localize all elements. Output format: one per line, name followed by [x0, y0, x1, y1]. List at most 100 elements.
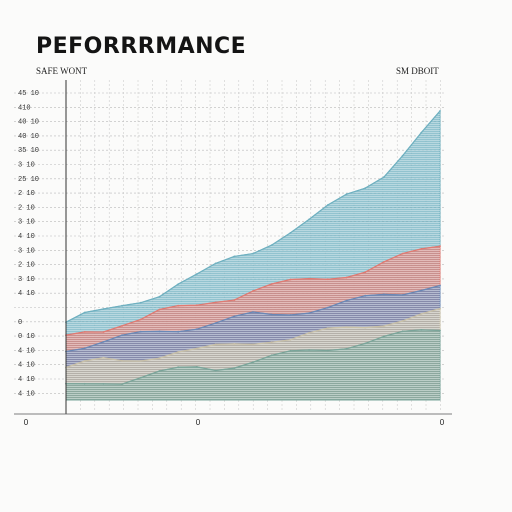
data-point — [214, 322, 217, 324]
data-point — [102, 383, 105, 385]
y-tick-label: 45 10 — [18, 90, 39, 98]
series-hatch-4 — [66, 329, 440, 400]
chart-title: PEFORRRMANCE — [36, 34, 247, 59]
data-point — [364, 342, 367, 345]
data-point — [252, 252, 254, 255]
series-areas — [65, 109, 441, 401]
data-point — [83, 347, 86, 350]
data-point — [102, 308, 105, 310]
data-point — [196, 366, 198, 368]
y-tick-label: 25 10 — [18, 176, 39, 184]
data-point — [364, 271, 367, 274]
data-point — [289, 278, 292, 281]
data-point — [439, 110, 441, 112]
y-tick-label: 3 10 — [18, 162, 35, 170]
data-point — [401, 320, 404, 322]
data-point — [383, 176, 385, 179]
data-point — [158, 357, 161, 360]
data-point — [345, 347, 348, 350]
data-point — [83, 382, 86, 385]
data-point — [233, 255, 236, 258]
y-tick-label: 4 10 — [18, 362, 35, 370]
data-point — [83, 360, 86, 362]
data-point — [270, 313, 273, 316]
data-point — [252, 343, 254, 346]
y-tick-label: 2 10 — [18, 262, 35, 270]
data-point — [233, 315, 236, 318]
y-tick-label: 40 10 — [18, 119, 39, 127]
data-point — [158, 295, 161, 298]
data-point — [420, 248, 423, 250]
data-point — [401, 294, 404, 296]
data-point — [177, 366, 180, 369]
data-point — [308, 312, 310, 314]
data-point — [401, 252, 404, 255]
data-point — [420, 313, 423, 315]
y-tick-label: 410 — [18, 104, 31, 112]
data-point — [102, 356, 105, 359]
data-point — [121, 324, 123, 327]
data-point — [83, 331, 86, 333]
data-point — [289, 338, 292, 341]
data-point — [214, 369, 217, 372]
data-point — [383, 261, 385, 263]
data-point — [270, 244, 273, 247]
data-point — [196, 347, 198, 350]
data-point — [139, 360, 142, 362]
data-point — [177, 304, 180, 307]
data-point — [420, 329, 423, 331]
data-point — [121, 383, 123, 385]
x-tick-label: 0 — [196, 418, 201, 427]
y-tick-label: 2 10 — [18, 190, 35, 198]
data-point — [270, 283, 273, 285]
data-point — [233, 299, 236, 301]
data-point — [308, 218, 310, 221]
data-point — [83, 311, 86, 314]
data-point — [383, 335, 385, 338]
data-point — [121, 334, 123, 337]
data-point — [308, 349, 310, 351]
data-point — [289, 314, 292, 316]
axes — [14, 80, 452, 415]
data-point — [326, 349, 329, 352]
data-point — [177, 351, 180, 353]
data-point — [121, 359, 123, 362]
data-point — [364, 326, 367, 329]
data-point — [270, 341, 273, 344]
chart-subtitle-left: SAFE WONT — [36, 66, 88, 76]
tick-labels: 45 10 410 40 10 40 10 35 10 3 10 25 10 2 10 2 10… — [18, 90, 445, 427]
y-tick-label: 4 10 — [18, 376, 35, 384]
data-point — [214, 301, 217, 304]
x-tick-label: 0 — [440, 418, 445, 427]
data-point — [401, 330, 404, 333]
data-point — [308, 277, 310, 280]
y-tick-label: 4 10 — [18, 290, 35, 298]
data-point — [102, 341, 105, 343]
data-point — [326, 204, 329, 206]
data-point — [270, 354, 273, 357]
data-point — [139, 330, 142, 333]
data-point — [439, 284, 441, 287]
y-tick-label: 0 10 — [18, 333, 35, 341]
data-point — [289, 349, 292, 352]
data-point — [364, 294, 367, 297]
data-point — [196, 328, 198, 331]
data-point — [196, 304, 198, 307]
data-point — [252, 311, 254, 313]
y-tick-label: 0 — [18, 319, 22, 327]
data-point — [196, 273, 198, 275]
data-point — [139, 376, 142, 379]
data-point — [252, 290, 254, 292]
data-point — [139, 318, 142, 321]
data-point — [439, 245, 441, 248]
data-point — [345, 299, 348, 302]
data-point — [214, 262, 217, 265]
data-point — [177, 283, 180, 285]
data-point — [326, 306, 329, 309]
data-point — [289, 232, 292, 234]
data-point — [308, 331, 310, 334]
y-tick-label: 3 10 — [18, 276, 35, 284]
data-point — [177, 330, 180, 333]
